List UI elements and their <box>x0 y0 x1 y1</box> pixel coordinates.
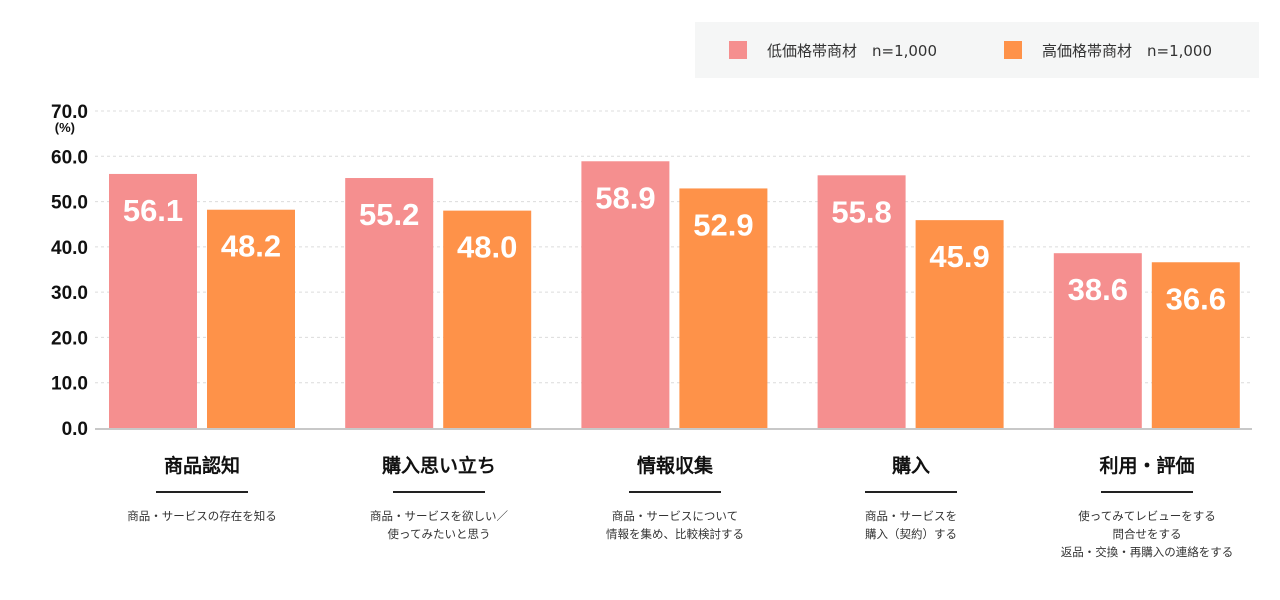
legend-swatch-high-price <box>1004 41 1022 59</box>
stage-divider <box>865 491 957 493</box>
value-label: 55.2 <box>359 197 419 232</box>
value-label: 56.1 <box>123 193 183 228</box>
stage-description: 商品・サービスについて 情報を集め、比較検討する <box>606 509 744 541</box>
y-tick-label: 40.0 <box>51 238 88 259</box>
value-label: 48.0 <box>457 230 517 265</box>
value-label: 48.2 <box>221 229 281 264</box>
bar-low-price <box>345 178 434 428</box>
stage-1: 購入思い立ち 商品・サービスを欲しい／ 使ってみたいと思う <box>339 452 539 543</box>
stage-title: 利用・評価 <box>1099 455 1195 477</box>
stage-description: 商品・サービスの存在を知る <box>127 509 277 523</box>
value-label: 45.9 <box>929 239 989 274</box>
stage-divider <box>393 491 485 493</box>
bar-low-price <box>1053 253 1142 428</box>
chart-legend: 低価格帯商材 n=1,000 高価格帯商材 n=1,000 <box>695 22 1259 78</box>
y-tick-label: 60.0 <box>51 147 88 168</box>
stage-description: 使ってみてレビューをする 問合せをする 返品・交換・再購入の連絡をする <box>1060 509 1234 559</box>
stage-4: 利用・評価 使ってみてレビューをする 問合せをする 返品・交換・再購入の連絡をす… <box>1047 452 1247 561</box>
stage-2: 情報収集 商品・サービスについて 情報を集め、比較検討する <box>575 452 775 543</box>
legend-item-low-price: 低価格帯商材 n=1,000 <box>729 22 937 78</box>
stage-description: 商品・サービスを 購入（契約）する <box>865 509 957 541</box>
y-tick-label: 70.0 <box>51 102 88 123</box>
bar-high-price <box>443 210 532 428</box>
stage-0: 商品認知 商品・サービスの存在を知る <box>102 452 302 525</box>
value-label: 36.6 <box>1166 281 1226 316</box>
bar-high-price <box>915 220 1004 428</box>
value-label: 55.8 <box>831 194 891 229</box>
stage-title: 購入思い立ち <box>381 455 496 477</box>
stage-title: 商品認知 <box>163 455 240 477</box>
y-tick-label: 0.0 <box>62 419 88 440</box>
legend-label-high-price: 高価格帯商材 n=1,000 <box>1042 41 1213 60</box>
bar-low-price <box>109 173 197 428</box>
value-labels: 56.1 48.2 55.2 48.0 58.9 52.9 55.8 45.9 38.6 36.6 <box>123 180 1226 316</box>
bar-low-price <box>581 161 670 428</box>
y-tick-label: 30.0 <box>51 283 88 304</box>
bars <box>109 161 1240 428</box>
stage-divider <box>156 491 248 493</box>
legend-label-low-price: 低価格帯商材 n=1,000 <box>767 41 938 60</box>
bar-high-price <box>679 188 768 428</box>
stage-divider <box>1101 491 1193 493</box>
stage-3: 購入 商品・サービスを 購入（契約）する <box>811 452 1011 543</box>
value-label: 52.9 <box>693 207 753 242</box>
y-tick-label: 20.0 <box>51 328 88 349</box>
y-tick-label: 10.0 <box>51 374 88 395</box>
legend-item-high-price: 高価格帯商材 n=1,000 <box>1004 22 1212 78</box>
y-tick-label: 50.0 <box>51 193 88 214</box>
value-label: 58.9 <box>595 180 655 215</box>
legend-swatch-low-price <box>729 41 747 59</box>
stage-description: 商品・サービスを欲しい／ 使ってみたいと思う <box>370 509 508 541</box>
stage-title: 情報収集 <box>636 455 713 477</box>
stage-divider <box>629 491 721 493</box>
bar-low-price <box>817 175 906 428</box>
bar-high-price <box>207 209 295 428</box>
y-axis: 0.0 10.0 20.0 30.0 40.0 50.0 60.0 70.0(%) <box>51 102 1252 440</box>
value-label: 38.6 <box>1068 272 1128 307</box>
y-axis-unit: (%) <box>55 120 75 135</box>
stage-title: 購入 <box>891 455 930 477</box>
bar-high-price <box>1151 262 1240 428</box>
